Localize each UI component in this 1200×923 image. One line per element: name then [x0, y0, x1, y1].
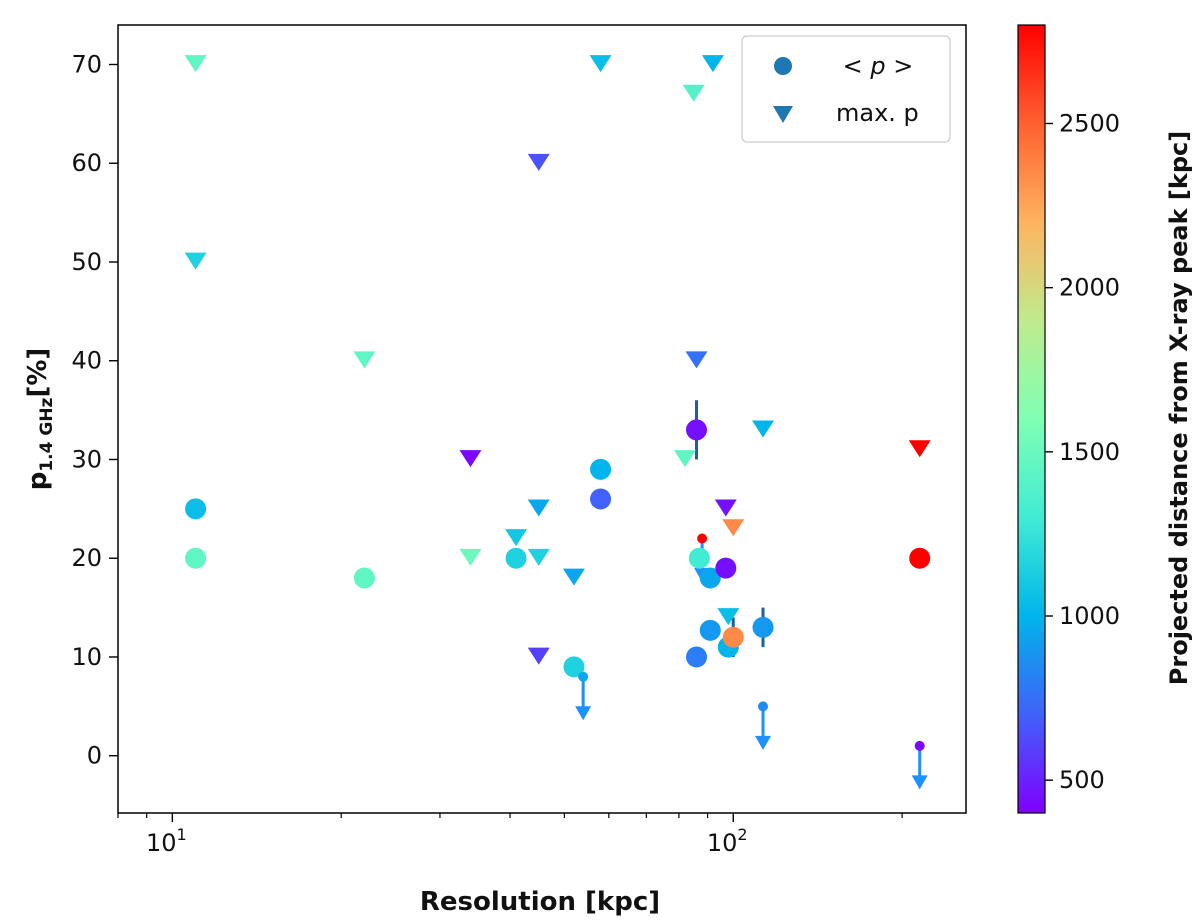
mean-p-point [909, 547, 931, 569]
mean-p-point [699, 619, 721, 641]
mean-p-point [688, 547, 710, 569]
upper-limit-arrow-head [755, 735, 772, 750]
max-p-point [589, 55, 612, 73]
max-p-point [701, 55, 724, 73]
x-tick-label: 102 [707, 825, 748, 857]
legend-circle-marker [774, 57, 792, 75]
colorbar-tick-label: 1500 [1059, 438, 1120, 466]
max-p-point [459, 450, 482, 468]
x-axis-ticks: 101 102 [117, 813, 903, 857]
upper-limit-point [578, 671, 589, 682]
x-axis-label: Resolution [kpc] [420, 887, 660, 917]
mean-p-point [715, 557, 737, 579]
plot-area [117, 24, 967, 814]
y-tick-label: 0 [87, 742, 102, 770]
max-p-point [184, 252, 207, 270]
y-axis-label: p1.4 GHz[%] [23, 348, 57, 491]
y-tick-label: 70 [71, 50, 102, 78]
legend: < p > max. p [741, 35, 951, 143]
mean-p-point [185, 498, 207, 520]
mean-p-point [590, 458, 612, 480]
y-tick-label: 30 [71, 445, 102, 473]
max-p-point [717, 608, 740, 626]
max-p-point [505, 529, 528, 547]
legend-label-max-p: max. p [836, 99, 919, 127]
max-p-point [527, 499, 550, 517]
y-axis-ticks: 0 10 20 30 40 50 60 70 [71, 50, 118, 770]
max-p-point [353, 351, 376, 369]
max-p-point [459, 548, 482, 566]
colorbar-tick-label: 1000 [1059, 602, 1120, 630]
legend-triangle-marker [773, 106, 793, 123]
mean-p-point [686, 646, 708, 668]
max-p-point [722, 519, 745, 537]
mean-p-point [699, 567, 721, 589]
upper-limit-point [758, 701, 769, 712]
max-p-point [184, 55, 207, 73]
y-tick-label: 60 [71, 149, 102, 177]
colorbar-tick-label: 2500 [1059, 110, 1120, 138]
mean-p-point [752, 616, 774, 638]
max-p-point [714, 499, 737, 517]
mean-p-point [185, 547, 207, 569]
max-p-point [527, 548, 550, 566]
y-tick-label: 20 [71, 544, 102, 572]
colorbar-tick-label: 2000 [1059, 274, 1120, 302]
colorbar-tick-label: 500 [1059, 766, 1105, 794]
colorbar-label: Projected distance from X-ray peak [kpc] [1165, 131, 1193, 685]
mean-p-point [563, 656, 585, 678]
legend-label-mean-p: < p > [843, 52, 914, 80]
legend-box [741, 35, 951, 143]
upper-limit-arrow-head [575, 706, 592, 721]
mean-p-point [505, 547, 527, 569]
max-p-point [682, 84, 705, 102]
upper-limit-arrow-head [911, 775, 928, 790]
max-p-point [562, 568, 585, 586]
x-tick-label: 101 [146, 825, 187, 857]
mean-p-point [722, 626, 744, 648]
max-p-point [685, 351, 708, 369]
y-tick-label: 50 [71, 248, 102, 276]
y-tick-label: 40 [71, 347, 102, 375]
max-p-point [527, 647, 550, 665]
y-tick-label: 10 [71, 643, 102, 671]
upper-limit-point [697, 533, 708, 544]
max-p-point [527, 153, 550, 171]
max-p-point [908, 440, 931, 458]
upper-limit-point [914, 740, 925, 751]
colorbar [1017, 24, 1046, 814]
max-p-point [673, 450, 696, 468]
data-points [184, 55, 931, 751]
colorbar-ticks: 500 1000 1500 2000 2500 [1045, 110, 1120, 794]
mean-p-point [590, 488, 612, 510]
mean-p-point [686, 419, 708, 441]
max-p-point [752, 420, 775, 438]
mean-p-point [353, 567, 375, 589]
